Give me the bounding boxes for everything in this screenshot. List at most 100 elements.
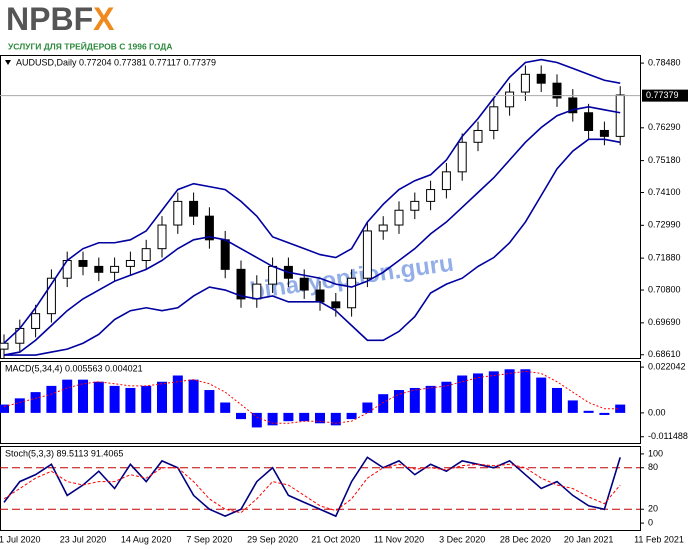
candle-body xyxy=(520,73,530,93)
price-frame xyxy=(0,55,641,359)
candle-body xyxy=(110,265,120,273)
macd-bar xyxy=(536,377,547,413)
candle-body xyxy=(362,230,372,279)
macd-bar xyxy=(362,402,373,413)
candle-body xyxy=(141,248,151,261)
macd-bar xyxy=(567,400,578,413)
macd-bar xyxy=(599,412,610,415)
bollinger-band xyxy=(3,58,621,344)
macd-bar xyxy=(315,412,325,424)
macd-bar xyxy=(220,402,231,413)
x-tick-label: 23 Jul 2020 xyxy=(60,534,107,544)
y-tick-label: 0.72990 xyxy=(648,220,681,230)
candle-body xyxy=(236,268,246,300)
candle-body xyxy=(31,313,41,329)
x-end-label: 11 Feb 2021 xyxy=(634,534,684,544)
macd-bar xyxy=(552,387,562,413)
macd-bar xyxy=(236,412,246,420)
candle-body xyxy=(473,129,483,143)
x-tick-label: 20 Jan 2021 xyxy=(564,534,614,544)
y-tick-label: 0.00 xyxy=(648,407,666,417)
y-tick-label: 0.022042 xyxy=(648,361,686,371)
candle-body xyxy=(252,283,262,300)
candle-body xyxy=(125,259,135,267)
bollinger-band xyxy=(4,138,621,356)
y-tick-label: -0.011488 xyxy=(648,431,688,441)
stoch-k xyxy=(3,456,621,518)
stoch-d xyxy=(3,463,621,514)
macd-bar xyxy=(30,392,41,413)
macd-bar xyxy=(172,375,183,413)
macd-bar xyxy=(125,387,136,413)
candle-body xyxy=(615,94,625,137)
y-tick-label: 0.70800 xyxy=(648,284,681,294)
candle-body xyxy=(220,239,230,270)
macd-bar xyxy=(330,412,341,426)
candle-body xyxy=(584,112,594,131)
macd-bar xyxy=(141,385,152,413)
x-tick-label: 14 Aug 2020 xyxy=(121,534,172,544)
candle-body xyxy=(489,106,499,131)
macd-bar xyxy=(441,381,452,413)
candle-body xyxy=(410,200,420,211)
candle-body xyxy=(189,200,199,217)
macd-bar xyxy=(457,375,468,413)
macd-frame xyxy=(0,361,641,444)
macd-bar xyxy=(14,398,25,413)
y-tick-label: 20 xyxy=(648,504,658,514)
macd-bar xyxy=(283,412,294,422)
macd-bar xyxy=(394,390,404,413)
candle-body xyxy=(394,209,404,226)
candle-body xyxy=(157,224,167,250)
candle-body xyxy=(505,91,515,108)
macd-bar xyxy=(504,369,515,413)
panel-title: AUDUSD,Daily 0.77204 0.77381 0.77117 0.7… xyxy=(16,57,216,67)
logo: NPBFX xyxy=(6,1,115,37)
last-price-box xyxy=(642,89,688,102)
x-tick-label: 28 Dec 2020 xyxy=(500,534,551,544)
macd-bar xyxy=(473,373,483,413)
candle-body xyxy=(457,141,467,173)
candle-body xyxy=(315,289,325,303)
y-tick-label: 0.69690 xyxy=(648,317,681,327)
logo-accent: X xyxy=(93,1,115,37)
macd-bar xyxy=(62,379,73,413)
signal-line xyxy=(3,370,621,424)
candle-body xyxy=(568,97,578,114)
panel-title: MACD(5,34,4) 0.005563 0.004021 xyxy=(5,363,143,373)
title-marker xyxy=(5,60,11,65)
candle-body xyxy=(94,265,104,273)
y-tick-label: 0 xyxy=(648,517,653,527)
y-tick-label: 0.76290 xyxy=(648,122,681,132)
candle-body xyxy=(441,171,451,191)
y-tick-label: 0.68610 xyxy=(648,349,681,359)
macd-bar xyxy=(188,379,199,413)
candle-body xyxy=(599,129,609,137)
candle-body xyxy=(347,277,357,309)
macd-bar xyxy=(378,394,389,413)
y-tick-label: 0.71880 xyxy=(648,252,681,262)
candle-body xyxy=(536,73,546,84)
macd-bar xyxy=(346,412,357,420)
candle-body xyxy=(268,265,278,285)
y-tick-label: 100 xyxy=(648,448,663,458)
macd-bar xyxy=(520,369,531,413)
macd-bar xyxy=(78,379,88,413)
panel-title: Stoch(5,3,3) 89.5113 91.4065 xyxy=(5,448,123,458)
macd-bar xyxy=(46,385,57,413)
macd-bar xyxy=(488,371,499,413)
macd-bar xyxy=(204,390,215,413)
x-tick-label: 11 Nov 2020 xyxy=(374,534,424,544)
candle-body xyxy=(331,301,341,309)
candle-body xyxy=(46,277,56,315)
macd-bar xyxy=(93,381,104,413)
y-tick-label: 0.74100 xyxy=(648,187,681,197)
last-price-label: 0.77379 xyxy=(646,90,679,100)
x-tick-label: 1 Jul 2020 xyxy=(0,534,41,544)
candle-body xyxy=(426,189,436,202)
candle-body xyxy=(552,82,562,99)
y-tick-label: 0.75180 xyxy=(648,155,681,165)
macd-bar xyxy=(409,387,420,413)
y-tick-label: 80 xyxy=(648,462,658,472)
